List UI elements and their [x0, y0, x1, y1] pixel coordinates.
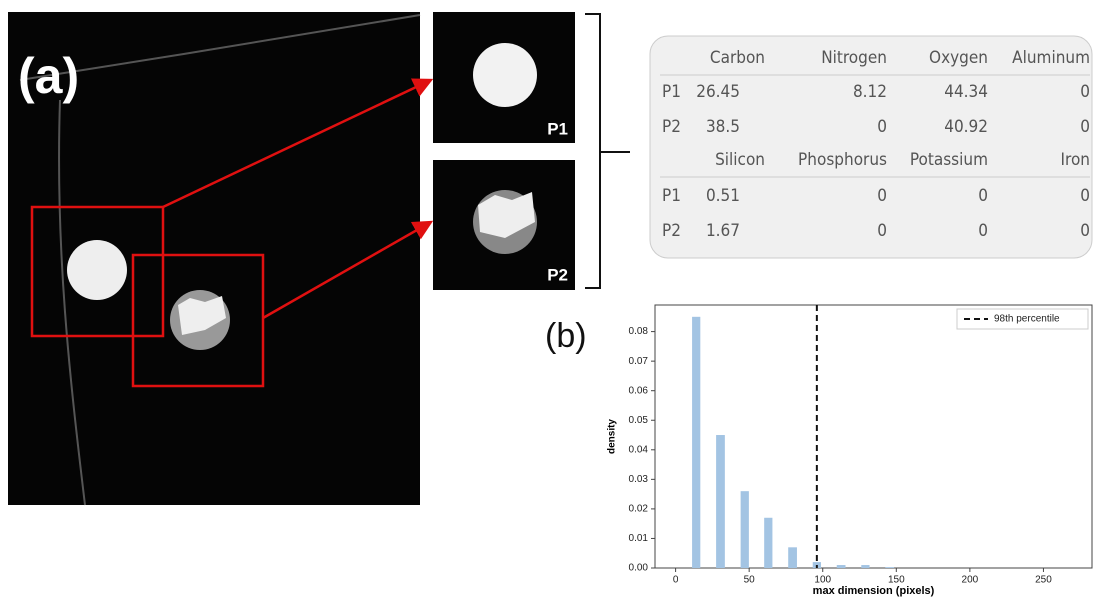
- cell: 1.67: [706, 221, 740, 241]
- column-header: Phosphorus: [798, 150, 887, 170]
- x-tick-label: 0: [673, 575, 679, 586]
- cell: 26.45: [696, 82, 740, 102]
- x-tick-label: 150: [888, 575, 905, 586]
- particle-highlight: [478, 192, 535, 238]
- bar: [692, 316, 701, 568]
- bar: [716, 435, 725, 568]
- cell: 0: [1080, 186, 1090, 206]
- cell: 38.5: [706, 117, 740, 137]
- cell: 0: [978, 221, 988, 241]
- plot-frame: [654, 304, 1093, 569]
- arrow: [162, 78, 434, 209]
- y-tick-label: 0.05: [629, 415, 649, 426]
- column-header: Aluminum: [1012, 48, 1090, 68]
- y-tick-label: 0.03: [629, 474, 649, 485]
- row-label: P1: [662, 186, 681, 206]
- row-label: P2: [662, 221, 681, 241]
- cell: 0.51: [706, 186, 740, 206]
- arrow: [262, 220, 434, 320]
- bar: [836, 565, 846, 568]
- bar: [788, 547, 797, 568]
- particle: [473, 43, 537, 107]
- cell: 44.34: [944, 82, 988, 102]
- column-header: Potassium: [910, 150, 988, 170]
- y-axis-label: density: [607, 419, 618, 454]
- panel-label: (b): [545, 317, 587, 355]
- bar: [764, 517, 773, 568]
- x-axis-label: max dimension (pixels): [813, 585, 935, 597]
- fiber: [19, 14, 421, 81]
- y-tick-label: 0.02: [629, 504, 649, 515]
- particle-highlight: [178, 296, 226, 335]
- inset-label: P2: [547, 265, 568, 284]
- cell: 0: [877, 221, 887, 241]
- particle: [67, 240, 127, 300]
- column-header: Carbon: [710, 48, 765, 68]
- panel-label: (a): [18, 48, 79, 104]
- bar: [885, 567, 895, 568]
- x-tick-label: 100: [814, 575, 831, 586]
- x-tick-label: 50: [744, 575, 756, 586]
- column-header: Nitrogen: [821, 48, 887, 68]
- y-tick-label: 0.00: [629, 563, 649, 574]
- column-header: Oxygen: [929, 48, 988, 68]
- cell: 0: [877, 117, 887, 137]
- x-tick-label: 250: [1035, 575, 1052, 586]
- cell: 0: [1080, 82, 1090, 102]
- cell: 0: [1080, 221, 1090, 241]
- fiber: [58, 99, 86, 506]
- y-tick-label: 0.01: [629, 533, 649, 544]
- cell: 0: [1080, 117, 1090, 137]
- bar: [861, 565, 870, 568]
- column-header: Silicon: [715, 150, 765, 170]
- cell: 8.12: [853, 82, 887, 102]
- y-tick-label: 0.08: [629, 326, 649, 337]
- box-p2: [131, 253, 265, 388]
- y-tick-label: 0.07: [629, 356, 649, 367]
- legend-label: 98th percentile: [994, 314, 1060, 325]
- table-box: [649, 35, 1093, 259]
- y-tick-label: 0.04: [629, 444, 649, 455]
- cell: 0: [978, 186, 988, 206]
- bracket: [585, 13, 630, 289]
- row-label: P1: [662, 82, 681, 102]
- y-tick-label: 0.06: [629, 385, 649, 396]
- row-label: P2: [662, 117, 681, 137]
- inset-label: P1: [547, 119, 568, 138]
- column-header: Iron: [1061, 150, 1090, 170]
- box-p1: [30, 205, 165, 338]
- x-tick-label: 200: [962, 575, 979, 586]
- cell: 0: [877, 186, 887, 206]
- cell: 40.92: [944, 117, 988, 137]
- bar: [740, 491, 749, 568]
- legend: [956, 308, 1089, 330]
